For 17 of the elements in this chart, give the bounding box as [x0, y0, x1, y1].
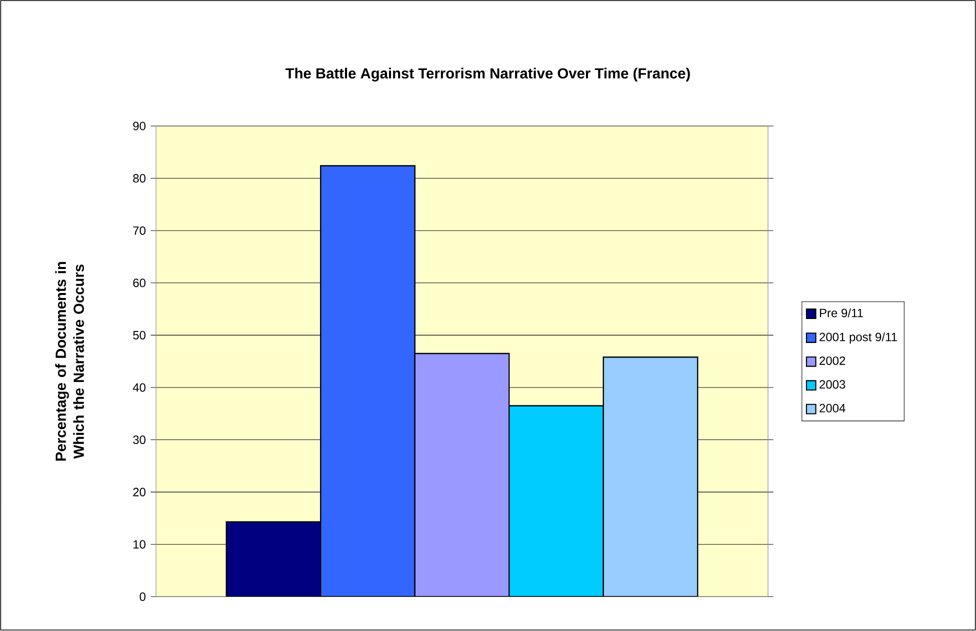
y-tick-label: 90 [133, 122, 146, 130]
y-tick-label: 70 [133, 226, 146, 236]
y-tick-label: 30 [133, 436, 146, 444]
legend-label: 2003 [820, 380, 846, 389]
y-tick-label: 60 [133, 278, 146, 288]
legend-label: 2001 post 9/11 [820, 332, 897, 344]
legend-label: 2002 [820, 356, 846, 366]
y-tick-label: 80 [133, 174, 146, 183]
y-tick-label: 50 [133, 331, 146, 340]
y-tick-label: 0 [140, 592, 146, 602]
legend-label: Pre 9/11 [820, 308, 863, 318]
y-tick-label: 20 [133, 488, 146, 496]
y-tick-label: 10 [134, 540, 146, 549]
y-axis-title: Percentage of Documents in Which the Narrative Occurs [55, 262, 84, 461]
y-tick-label: 40 [132, 383, 146, 392]
chart-title: The Battle Against Terrorism Narrative Over Time (France) [285, 68, 690, 82]
legend-label: 2004 [820, 404, 846, 413]
